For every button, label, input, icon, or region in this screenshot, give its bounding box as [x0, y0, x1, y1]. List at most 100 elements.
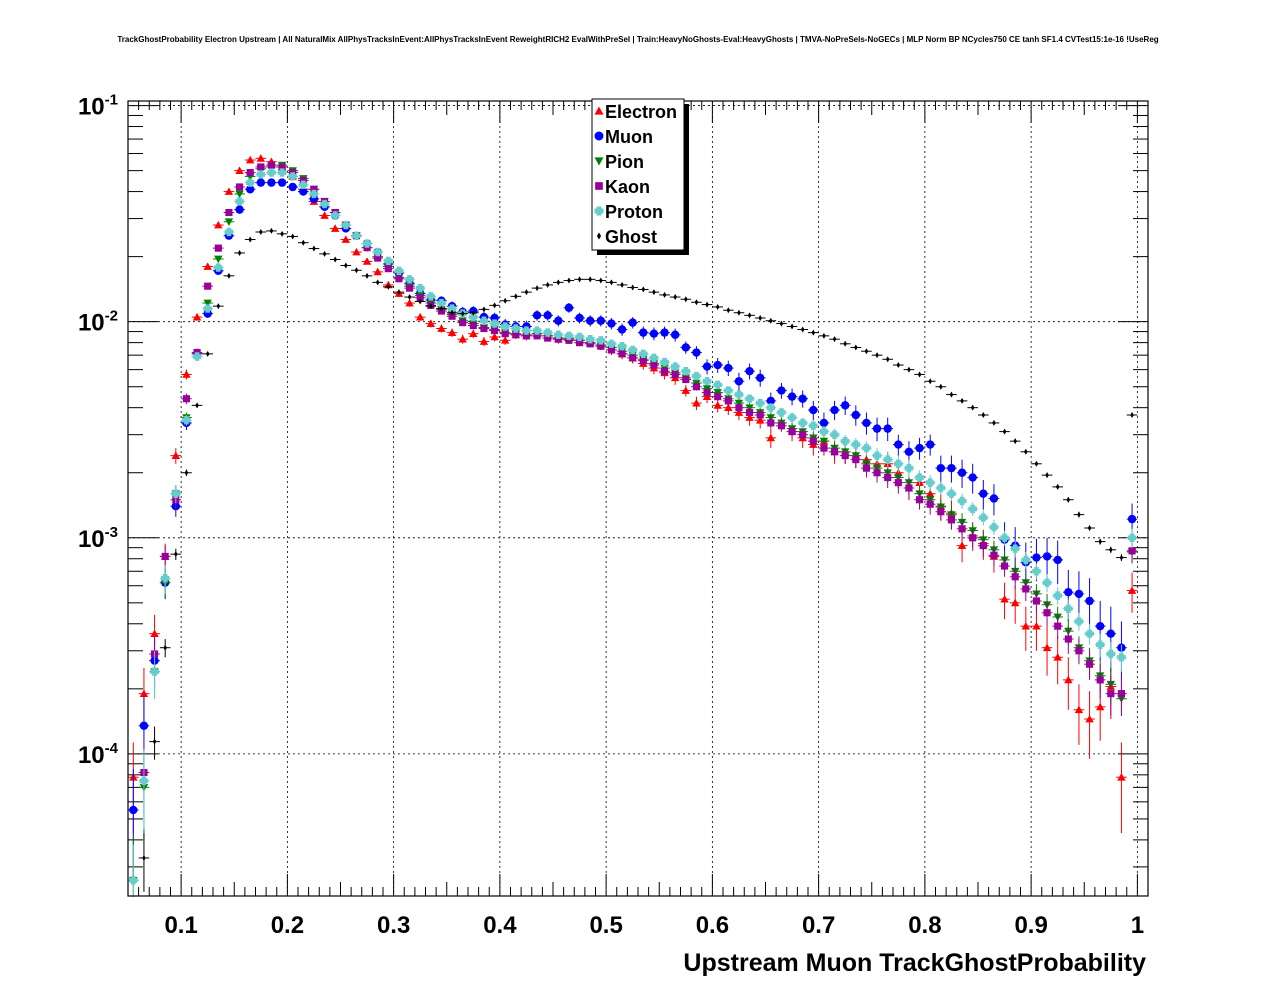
data-point — [554, 335, 562, 343]
data-point — [280, 230, 284, 237]
data-point — [714, 393, 722, 401]
data-point — [426, 292, 436, 301]
data-point — [586, 340, 594, 348]
data-point — [256, 178, 266, 187]
data-point — [939, 383, 943, 390]
data-point — [747, 312, 752, 319]
data-point — [224, 187, 234, 195]
data-point — [905, 484, 913, 492]
data-point — [629, 354, 637, 362]
data-point — [397, 289, 401, 296]
data-point — [970, 404, 975, 411]
data-point — [957, 541, 967, 549]
data-point — [1074, 705, 1084, 714]
data-point — [543, 328, 552, 337]
data-point — [1095, 621, 1105, 631]
data-point — [1034, 460, 1039, 467]
data-point — [1074, 617, 1084, 626]
data-point — [216, 303, 221, 310]
data-point — [936, 463, 946, 473]
data-point — [160, 574, 170, 583]
data-point — [620, 281, 624, 288]
data-point — [545, 281, 550, 288]
data-point — [161, 552, 169, 560]
data-point — [617, 325, 627, 334]
data-point — [979, 513, 988, 522]
data-point — [894, 459, 903, 468]
data-point — [989, 522, 999, 532]
data-point — [471, 309, 476, 316]
data-point — [214, 220, 223, 229]
data-point — [873, 469, 881, 477]
data-point — [341, 220, 351, 230]
data-point — [925, 440, 935, 449]
data-point — [469, 321, 477, 330]
data-point — [787, 413, 797, 422]
data-point — [384, 265, 392, 273]
legend-label: Muon — [605, 127, 653, 147]
data-point — [256, 170, 266, 179]
data-point — [1075, 647, 1083, 655]
data-point — [681, 367, 691, 376]
data-point — [577, 276, 582, 283]
data-point — [737, 309, 741, 316]
data-point — [203, 304, 212, 313]
data-point — [448, 312, 456, 320]
data-point — [979, 489, 988, 498]
data-point — [235, 166, 244, 174]
data-point — [692, 383, 701, 391]
data-point — [1042, 643, 1052, 652]
data-point — [139, 721, 149, 730]
legend-marker — [594, 131, 604, 141]
legend-label: Proton — [605, 202, 663, 222]
data-point — [482, 306, 486, 313]
data-point — [500, 322, 510, 331]
data-point — [1107, 690, 1115, 698]
data-point — [129, 876, 138, 885]
data-point — [925, 478, 935, 487]
data-point — [535, 285, 539, 292]
data-point — [277, 168, 287, 177]
data-point — [386, 283, 391, 290]
data-point — [184, 469, 189, 476]
data-point — [875, 352, 879, 359]
data-point — [565, 336, 573, 344]
data-point — [777, 422, 786, 430]
data-point — [532, 311, 542, 320]
data-point — [832, 336, 837, 343]
legend-entry-proton: Proton — [594, 202, 663, 222]
data-point — [330, 224, 340, 232]
data-point — [618, 350, 626, 358]
data-point — [246, 168, 254, 177]
data-point — [182, 416, 191, 425]
data-point — [511, 324, 521, 333]
data-point — [458, 334, 467, 343]
data-point — [599, 277, 603, 284]
data-point — [979, 542, 987, 550]
data-point — [820, 444, 828, 452]
data-point — [947, 489, 956, 498]
data-point — [237, 249, 242, 256]
data-point — [947, 516, 956, 524]
legend-marker — [594, 106, 604, 115]
data-point — [1054, 622, 1062, 630]
data-point — [724, 397, 732, 405]
series-ghost — [138, 227, 1138, 892]
data-point — [214, 263, 223, 272]
y-tick-labels: 10-1 10-2 10-3 10-4 — [78, 92, 119, 769]
data-point — [745, 367, 754, 376]
data-point — [862, 464, 871, 472]
legend-entry-muon: Muon — [594, 127, 653, 147]
data-point — [809, 405, 818, 415]
data-point — [480, 324, 488, 333]
data-point — [957, 468, 967, 477]
data-point — [777, 386, 786, 395]
data-point — [1032, 597, 1041, 605]
data-point — [1127, 586, 1137, 594]
data-point — [288, 172, 297, 181]
data-point — [755, 398, 765, 408]
data-point — [415, 312, 425, 321]
data-point — [596, 316, 606, 325]
data-point — [617, 342, 627, 351]
data-point — [968, 473, 977, 482]
